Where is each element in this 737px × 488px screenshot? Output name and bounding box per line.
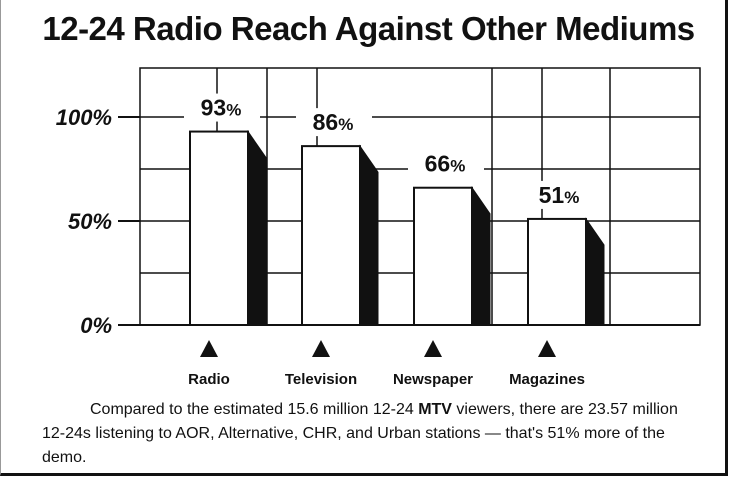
bar-shadow xyxy=(359,144,379,326)
bar-value-label: 51% xyxy=(539,182,580,208)
y-tick-label: 50% xyxy=(68,209,112,234)
category-label: Radio xyxy=(188,371,230,388)
category-marker-icon xyxy=(200,340,218,357)
category-marker-icon xyxy=(312,340,330,357)
category-label: Newspaper xyxy=(393,371,473,388)
category-marker-icon xyxy=(424,340,442,357)
bar-value-label: 66% xyxy=(425,151,466,177)
value-label-backdrop xyxy=(408,149,484,178)
bar xyxy=(301,145,361,326)
footnote: Compared to the estimated 15.6 million 1… xyxy=(42,398,692,470)
value-label-backdrop xyxy=(522,180,598,209)
bar xyxy=(413,186,473,326)
category-label: Magazines xyxy=(509,371,585,388)
category-marker-icon xyxy=(538,340,556,357)
bar xyxy=(189,130,249,326)
bar-shadow xyxy=(247,129,267,326)
footnote-text-1: Compared to the estimated 15.6 million 1… xyxy=(90,401,419,418)
y-tick-label: 0% xyxy=(80,313,112,338)
bar-value-label: 93% xyxy=(201,95,242,121)
footnote-brand: MTV xyxy=(418,401,452,418)
y-tick-label: 100% xyxy=(56,105,112,130)
bar xyxy=(527,217,587,326)
bar-value-label: 86% xyxy=(313,109,354,135)
value-label-backdrop xyxy=(296,108,372,137)
value-label-backdrop xyxy=(184,93,260,122)
chart-title: 12-24 Radio Reach Against Other Mediums xyxy=(42,10,695,47)
bar-chart: 0% 50% 100% 93% Radio 86% Television 66% Newspap… xyxy=(56,67,701,388)
category-label: Television xyxy=(285,371,357,388)
chart-frame xyxy=(0,0,728,476)
footnote-text-2: viewers, there are 23.57 million 12-24s … xyxy=(42,401,678,466)
